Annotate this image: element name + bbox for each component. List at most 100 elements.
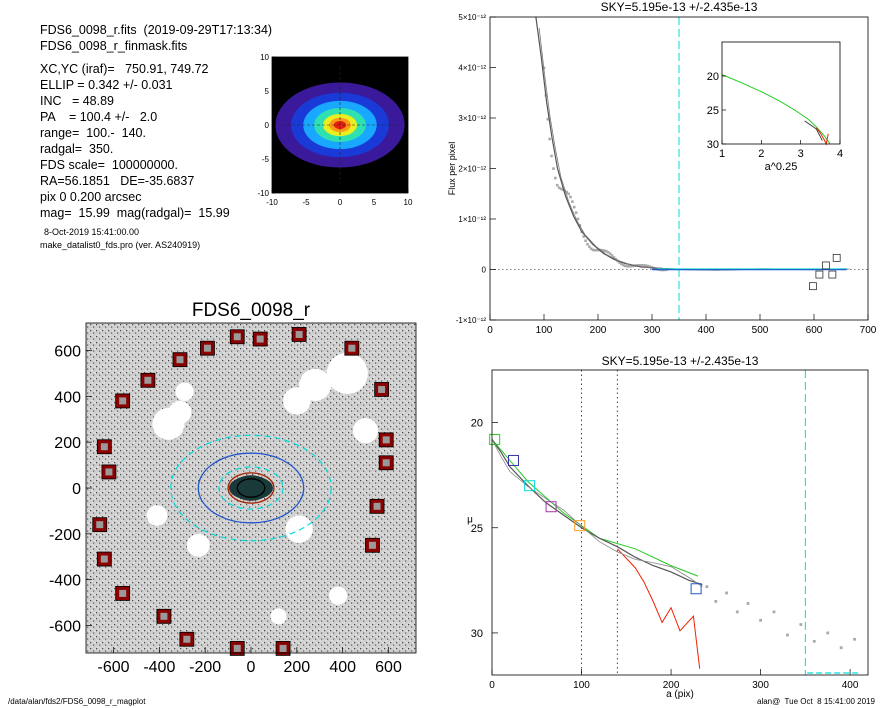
mu-tail-point [799,623,803,626]
mu-green-curve [491,439,699,577]
sky-x-tick-label: 500 [752,325,769,336]
inset-x-tick-label: 3 [798,148,804,160]
mu-tail-point [759,618,762,622]
sky-box-marker-inner [160,612,168,620]
sky-square-marker [832,253,841,262]
galaxy-core [229,476,273,500]
sky-square-marker [809,282,817,291]
mask-y-tick-label: 600 [54,344,81,361]
mask-y-tick-label: -200 [49,527,81,544]
mu-profile-curve-2 [491,439,703,588]
sky-y-tick-label: 3×10⁻¹² [458,114,486,123]
mask-line: FDS6_0098_r_finmask.fits [40,39,188,53]
mask-hole [328,586,348,605]
mu-red-curve [616,548,701,669]
sky-plot-title: SKY=5.195e-13 +/-2.435e-13 [601,0,758,14]
sky-point [644,264,648,267]
mu-y-tick-label: 30 [471,628,483,640]
mu-tail-point [705,585,709,589]
mask-x-tick-label: 400 [329,659,356,676]
mask-y-tick-label: 400 [54,389,81,406]
sky-box-marker-inner [233,333,241,341]
sky-point [637,264,640,267]
sky-x-tick-label: 600 [806,325,823,336]
mu-tail-point [772,610,776,614]
sky-point [567,192,570,196]
sky-y-tick-label: 1×10⁻¹² [458,215,486,224]
mask-x-tick-label: -400 [143,659,175,676]
mask-x-tick-label: -200 [189,659,221,676]
info-line: mag= 15.99 mag(radgal)= 15.99 [40,206,230,220]
thumbnail-x-tick-label: -5 [302,198,310,207]
sky-point [648,265,652,268]
sky-box-marker-inner [233,644,241,652]
mu-plot-xlabel: a (pix) [666,689,694,700]
mu-tail-point [839,646,843,650]
sky-point [589,247,593,251]
mu-profile-curve [491,439,703,586]
mask-hole [175,382,194,401]
mask-y-tick-label: -600 [49,619,81,636]
thumbnail-x-tick-label: -10 [266,198,278,207]
sky-box-marker-inner [256,335,264,343]
isophote-ellipse [236,478,266,498]
sky-box-marker-inner [279,644,287,652]
sky-point [572,205,576,209]
isophote-ellipse [218,466,284,510]
mu-x-tick-label: 300 [752,680,769,691]
mu-square-marker [524,480,536,492]
sky-point [605,249,608,253]
thumbnail-x-tick-label: 0 [338,198,343,207]
sky-x-tick-label: 400 [698,325,715,336]
inset-x-tick-label: 4 [837,148,843,160]
sky-point [571,200,574,203]
sky-point [627,265,631,268]
mu-square-marker [545,501,557,513]
isophote-ellipse [227,472,275,504]
sky-box-marker-inner [378,385,386,393]
info-line: pix 0 0.200 arcsec [40,190,142,204]
sky-point [601,249,604,252]
sky-box-marker-inner [96,521,104,529]
sky-point [565,190,568,194]
isophote-ellipse [197,452,305,524]
sky-point [593,248,597,252]
inset-xlabel: a^0.25 [765,161,798,173]
sky-point [639,264,642,267]
sky-point [586,242,589,246]
mask-hole [285,515,313,543]
info-line: RA=56.1851 DE=-35.6837 [40,174,195,188]
thumbnail-y-tick-label: 10 [260,53,269,62]
sky-point [629,264,633,268]
sky-point [642,264,646,267]
sky-point [608,252,612,256]
inset-y-tick-label: 25 [707,105,719,117]
mu-tail-point [746,602,750,605]
mask-image-title: FDS6_0098_r [192,300,311,321]
mask-hole [326,352,368,395]
footer-user: alan@ Tue Oct 8 15:41:00 2019 [757,697,875,706]
sky-point [582,235,585,238]
sky-box-marker-inner [144,376,152,384]
sky-box-marker-inner [373,502,381,510]
sky-point [610,254,614,257]
mask-x-tick-label: 0 [247,659,256,676]
mask-y-tick-label: -400 [49,573,81,590]
sky-point [620,262,623,266]
mu-plot-title: SKY=5.195e-13 +/-2.435e-13 [602,354,759,368]
info-line: range= 100.- 140. [40,126,146,140]
sky-point [574,211,578,214]
sky-x-tick-label: 700 [860,325,877,336]
sky-box-marker-inner [368,541,376,549]
inset-green-curve [721,74,831,145]
mu-plot-frame [491,369,869,676]
info-line: FDS scale= 100000000. [40,158,178,172]
sky-box-marker-inner [176,356,184,364]
mu-tail-point [812,639,816,643]
sky-box-marker-inner [100,555,108,563]
mu-y-tick-label: 25 [471,523,483,535]
sky-point [612,256,616,259]
inset-x-tick-label: 1 [719,148,725,160]
sky-box-marker-inner [105,468,113,476]
